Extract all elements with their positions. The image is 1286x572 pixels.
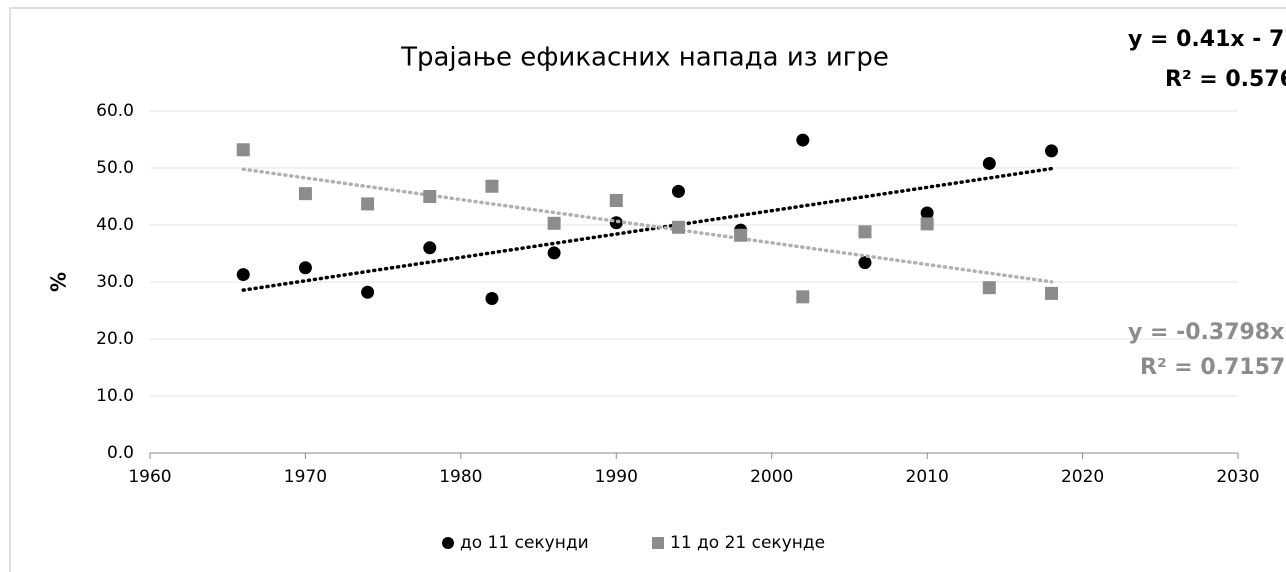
- point: [982, 156, 996, 170]
- y-tick-label: 10.0: [96, 386, 134, 406]
- x-tick-label: 2020: [1061, 467, 1104, 487]
- y-axis-label: %: [47, 272, 71, 292]
- trendline: [241, 166, 1054, 292]
- y-tick-label: 0.0: [107, 443, 134, 463]
- legend-marker: [442, 537, 454, 549]
- point: [671, 220, 685, 234]
- y-tick-label: 50.0: [96, 158, 134, 178]
- point: [361, 285, 375, 299]
- x-tick-label: 1960: [128, 467, 171, 487]
- point: [609, 193, 623, 207]
- point: [298, 187, 312, 201]
- trendline-equation: y = 0.41x - 777.49: [1128, 27, 1286, 52]
- y-tick-label: 60.0: [96, 101, 134, 121]
- x-tick-label: 2010: [906, 467, 949, 487]
- point: [298, 261, 312, 275]
- x-tick-label: 2000: [750, 467, 793, 487]
- y-tick-label: 20.0: [96, 329, 134, 349]
- y-tick-label: 40.0: [96, 215, 134, 235]
- point: [982, 281, 996, 295]
- legend-marker: [652, 537, 664, 549]
- x-tick-label: 1990: [595, 467, 638, 487]
- point: [485, 292, 499, 306]
- x-tick-label: 2030: [1216, 467, 1259, 487]
- point: [547, 246, 561, 260]
- trendline-r2: R² = 0.7157: [1140, 355, 1285, 380]
- point: [671, 184, 685, 198]
- point: [1044, 144, 1058, 158]
- point: [236, 268, 250, 282]
- point: [423, 190, 437, 203]
- chart-frame: [9, 7, 1286, 572]
- trendline: [241, 167, 1054, 284]
- point: [236, 143, 250, 157]
- point: [361, 197, 375, 211]
- point: [485, 179, 499, 193]
- point: [920, 206, 934, 220]
- point: [609, 216, 623, 230]
- x-tick-label: 1980: [439, 467, 482, 487]
- point: [858, 225, 872, 239]
- trendline-equation: y = -0.3798x + 796.47: [1128, 320, 1286, 345]
- legend-label: до 11 секунди: [460, 533, 589, 553]
- point: [734, 228, 748, 242]
- point: [796, 133, 810, 147]
- point: [547, 216, 561, 230]
- point: [858, 256, 872, 270]
- point: [796, 290, 810, 304]
- y-tick-label: 30.0: [96, 272, 134, 292]
- x-tick-label: 1970: [284, 467, 327, 487]
- point: [423, 241, 437, 255]
- point: [920, 217, 934, 231]
- chart-title: Трајање ефикасних напада из игре: [400, 43, 889, 73]
- legend-label: 11 до 21 секунде: [670, 533, 825, 553]
- trendline-r2: R² = 0.5762: [1165, 67, 1286, 92]
- point: [1044, 286, 1058, 300]
